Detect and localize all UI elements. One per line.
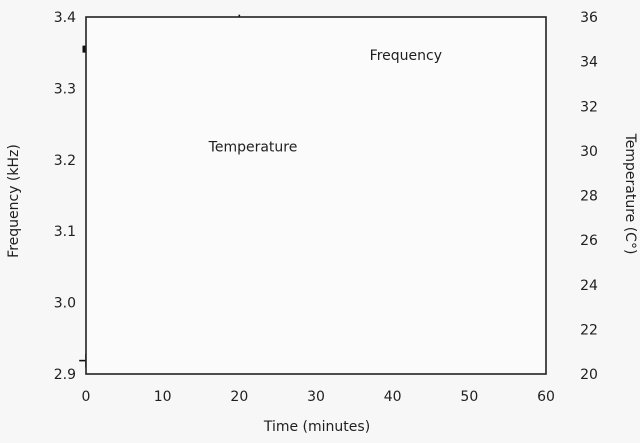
y-left-tick-label: 3.4	[54, 10, 76, 26]
label-layer: 0 10 20 30 40 50 60 2.9 3.0 3.1 3.2 3.3 3.4 20 22 24 26 2…	[54, 10, 598, 405]
y-left-tick-label: 3.1	[54, 224, 76, 240]
x-tick-label: 40	[384, 389, 402, 405]
annotation-frequency: Frequency	[370, 48, 442, 64]
y-left-axis-title: Frequency (kHz)	[6, 144, 22, 258]
plot-frame	[85, 16, 547, 375]
y-right-tick-label: 34	[580, 55, 598, 71]
y-left-tick-label: 3.3	[54, 81, 76, 97]
x-tick-label: 60	[537, 389, 555, 405]
x-axis-title: Time (minutes)	[263, 419, 370, 435]
x-tick-label: 20	[230, 389, 248, 405]
y-right-tick-label: 24	[580, 278, 598, 294]
y-right-tick-label: 20	[580, 367, 598, 383]
y-right-tick-label: 32	[580, 99, 598, 115]
y-right-tick-label: 28	[580, 189, 598, 205]
y-left-tick-label: 3.2	[54, 153, 76, 169]
y-right-tick-label: 36	[580, 10, 598, 26]
y-right-tick-label: 22	[580, 322, 598, 338]
y-right-tick-label: 30	[580, 144, 598, 160]
y-left-tick-label: 2.9	[54, 367, 76, 383]
y-right-axis-title: Temperature (C°)	[622, 133, 638, 255]
annotation-temperature: Temperature	[208, 140, 298, 156]
y-left-tick-label: 3.0	[54, 296, 76, 312]
x-tick-label: 0	[82, 389, 91, 405]
x-tick-label: 30	[307, 389, 325, 405]
x-tick-label: 10	[154, 389, 172, 405]
axis-layer	[85, 16, 547, 375]
x-tick-label: 50	[460, 389, 478, 405]
y-right-tick-label: 26	[580, 233, 598, 249]
